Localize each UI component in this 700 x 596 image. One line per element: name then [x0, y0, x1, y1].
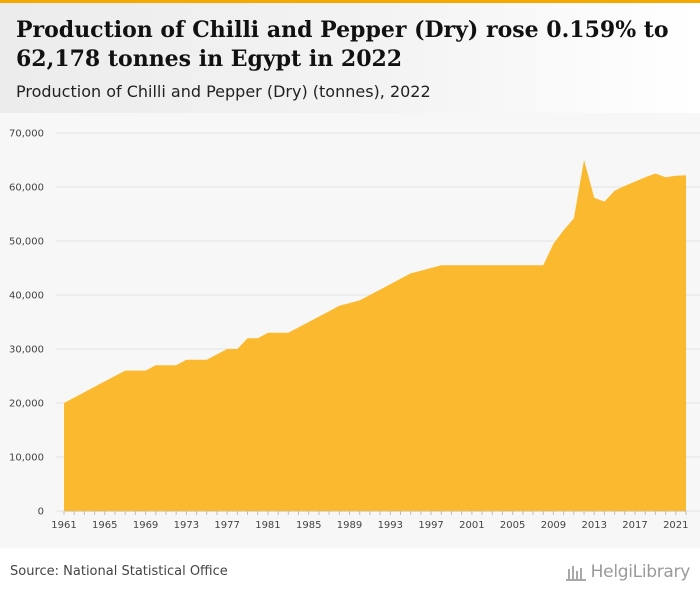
y-tick-label: 0 [38, 507, 44, 518]
x-tick-label: 1989 [337, 520, 362, 531]
x-tick-label: 2001 [459, 520, 484, 531]
x-tick-label: 1985 [296, 520, 321, 531]
chart-header: Production of Chilli and Pepper (Dry) ro… [0, 3, 700, 113]
y-tick-label: 30,000 [9, 345, 44, 356]
y-tick-label: 40,000 [9, 291, 44, 302]
x-tick-label: 2021 [663, 520, 688, 531]
y-tick-label: 70,000 [9, 129, 44, 140]
accent-top-bar [0, 0, 700, 3]
x-tick-label: 2017 [622, 520, 647, 531]
x-tick-label: 1969 [133, 520, 158, 531]
y-tick-label: 10,000 [9, 453, 44, 464]
x-tick-label: 1981 [255, 520, 280, 531]
brand-logo: HelgiLibrary [565, 561, 690, 583]
x-tick-label: 1961 [51, 520, 76, 531]
y-tick-label: 60,000 [9, 183, 44, 194]
y-tick-label: 50,000 [9, 237, 44, 248]
x-tick-label: 2013 [582, 520, 607, 531]
area-chart: 0 10,000 20,000 30,000 40,000 50,000 60,000 70,… [9, 129, 700, 531]
x-tick-label: 1977 [214, 520, 239, 531]
library-icon [565, 566, 586, 581]
x-tick-label: 1965 [92, 520, 117, 531]
x-tick-label: 1997 [418, 520, 443, 531]
y-tick-label: 20,000 [9, 399, 44, 410]
x-tick-label: 1973 [174, 520, 199, 531]
chart-footer [0, 548, 700, 596]
chart-subtitle: Production of Chilli and Pepper (Dry) (t… [16, 82, 431, 101]
x-tick-label: 2009 [541, 520, 566, 531]
x-tick-label: 1993 [378, 520, 403, 531]
x-tick-label: 2005 [500, 520, 525, 531]
source-note: Source: National Statistical Office [10, 564, 228, 579]
chart-title: Production of Chilli and Pepper (Dry) ro… [16, 17, 669, 72]
series-area [64, 160, 686, 511]
brand-name: HelgiLibrary [590, 562, 691, 582]
